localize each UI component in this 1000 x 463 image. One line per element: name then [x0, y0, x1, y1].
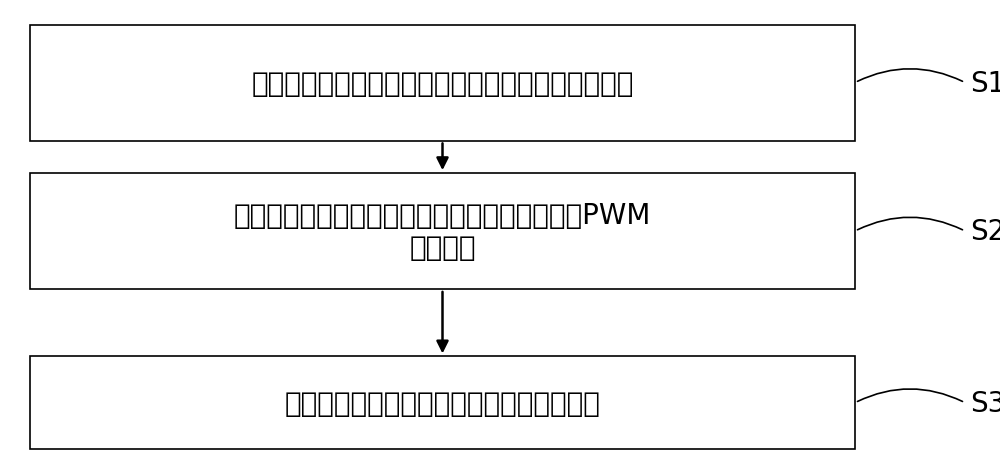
Text: 在电机启动过程中，检测电机的直流母线的电流信号: 在电机启动过程中，检测电机的直流母线的电流信号 [251, 69, 634, 97]
Text: S300: S300 [970, 389, 1000, 417]
Text: S200: S200 [970, 218, 1000, 245]
Bar [30, 174, 855, 289]
Bar [30, 25, 855, 141]
Text: 在检测直流母线的电流信号的同时，减小电机的PWM
载波频率: 在检测直流母线的电流信号的同时，减小电机的PWM 载波频率 [234, 201, 651, 262]
Text: S100: S100 [970, 69, 1000, 97]
Text: 根据直流母线的电流信号计算电机的相电流: 根据直流母线的电流信号计算电机的相电流 [285, 389, 600, 417]
Bar [30, 357, 855, 449]
